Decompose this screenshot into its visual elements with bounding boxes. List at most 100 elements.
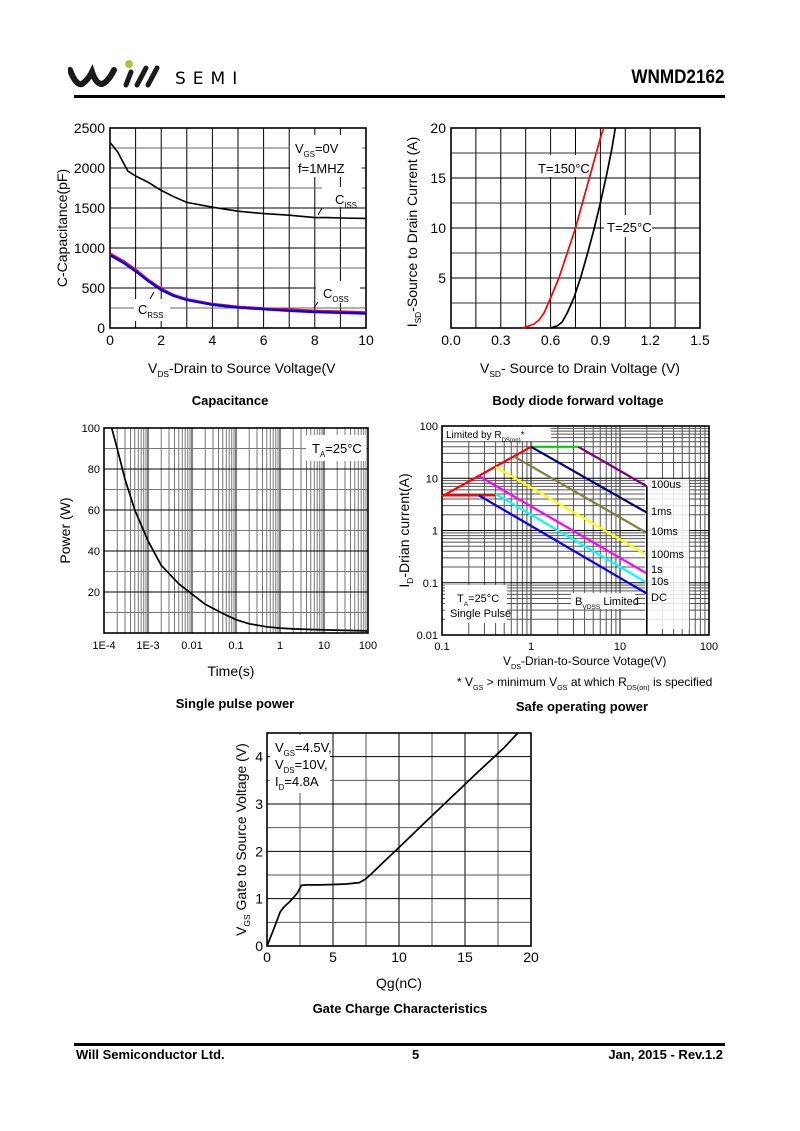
x-tick-label: 15 [457, 949, 473, 965]
x-tick-label: 20 [523, 949, 539, 965]
x-axis-label: VDS​-Drain to Source Voltage(V [148, 360, 336, 379]
x-tick-label: 10 [614, 641, 626, 653]
caption-body-diode: Body diode forward voltage [492, 393, 664, 408]
x-tick-label: 100 [359, 640, 377, 652]
y-axis-label-group: ID​-Drian current(A) [396, 473, 415, 587]
footer-company: Will Semiconductor Ltd. [76, 1047, 225, 1062]
curve-label: 100us [651, 479, 681, 491]
x-tick-label: 0.1 [434, 641, 449, 653]
x-tick-label: 6 [260, 332, 268, 348]
x-tick-label: 10 [391, 949, 407, 965]
y-tick-label: 15 [430, 170, 446, 186]
annotation-vgs: VGS​=4.5V, [275, 740, 332, 758]
x-tick-label: 0.3 [491, 332, 511, 348]
annotation-vds: VDS​=10V, [275, 757, 328, 775]
footer-divider [74, 1043, 725, 1046]
annotation-bg [322, 187, 362, 207]
x-tick-label: 0.9 [591, 332, 611, 348]
annotation-single-pulse: Single Pulse [450, 608, 511, 620]
body-diode-chart: 0.0 0.3 0.6 0.9 1.2 1.5 5 10 15 20 T=150°C T=25°C VS… [404, 120, 710, 379]
curve-label: 10ms [651, 526, 678, 538]
y-tick-label: 4 [255, 749, 263, 765]
y-axis-label: C-Capacitance(pF) [54, 169, 70, 287]
x-tick-label: 1 [528, 641, 534, 653]
x-tick-label: 10 [358, 332, 374, 348]
annotation-freq: f=1MHZ [298, 161, 345, 176]
annotation-bg [270, 735, 330, 793]
annotation-bg [306, 435, 366, 461]
series-line-dc [478, 494, 648, 595]
annotation-vgs: VGS​=0V [295, 141, 339, 159]
x-tick-label: 0.0 [441, 332, 461, 348]
x-tick-label: 1E-4 [92, 640, 115, 652]
header-divider [74, 95, 725, 98]
y-tick-label: 2000 [74, 160, 105, 176]
x-tick-label: 0.01 [181, 640, 202, 652]
footer-revision: Jan, 2015 - Rev.1.2 [608, 1047, 723, 1062]
y-tick-label: 20 [430, 120, 446, 136]
y-tick-label: 0 [255, 938, 263, 954]
caption-soa: Safe operating power [515, 699, 649, 714]
series-line-r-ds-on-limit [441, 445, 532, 498]
y-tick-label: 3 [255, 796, 263, 812]
caption-gate-charge: Gate Charge Characteristics [312, 1001, 488, 1016]
x-tick-label: 10 [318, 640, 330, 652]
x-tick-label: 1E-3 [136, 640, 159, 652]
plot-frame [266, 732, 532, 947]
annotation-bg [645, 479, 689, 629]
annotation-ta: TA​=25°C [312, 441, 362, 459]
annotation-rds-limit: Limited by RDS(on)​* [446, 430, 525, 444]
x-axis-label: Time(s) [208, 663, 255, 679]
annotation-bg [535, 155, 585, 177]
y-tick-label: 80 [88, 464, 100, 476]
series-line-vgs [266, 732, 519, 947]
x-tick-label: 4 [209, 332, 217, 348]
y-axis-label: Power (W) [57, 497, 73, 563]
y-axis-label: ISD​-Source to Drain Current (A) [404, 137, 423, 328]
x-tick-label: 100 [700, 641, 718, 653]
x-tick-label: 2 [157, 332, 165, 348]
annotation-bg [134, 299, 170, 321]
y-tick-label: 1 [255, 891, 263, 907]
x-axis-label: VSD​- Source to Drain Voltage (V) [480, 360, 680, 379]
y-tick-label: 100 [420, 421, 438, 433]
x-tick-label: 0.1 [228, 640, 243, 652]
soa-chart: 0.1 1 10 1000.010.1110100100us1ms10ms100ms1… [396, 421, 718, 692]
y-axis-label-group: VGS​ Gate to Source Voltage (V) [233, 743, 252, 936]
series-label-coss: COSS​ [323, 286, 349, 304]
series-label-25c: T=25°C [607, 220, 652, 235]
x-tick-label: 0.6 [541, 332, 561, 348]
caption-capacitance: Capacitance [191, 393, 269, 408]
series-line-10s [495, 493, 648, 584]
y-tick-label: 100 [82, 423, 100, 435]
y-tick-label: 2 [255, 843, 263, 859]
y-axis-label-group: ISD​-Source to Drain Current (A) [404, 137, 423, 328]
annotation-ta: TA​=25°C [457, 593, 499, 608]
pointer-arrow [149, 291, 155, 300]
x-tick-label: 0 [106, 332, 114, 348]
y-axis-label: ID​-Drian current(A) [396, 473, 415, 587]
y-tick-label: 0 [97, 320, 105, 336]
series-line-power [110, 427, 369, 632]
y-tick-label: 60 [88, 505, 100, 517]
y-tick-label: 2500 [74, 120, 105, 136]
caption-single-pulse: Single pulse power [175, 696, 295, 711]
plot-frame [450, 127, 701, 329]
series-label-ciss: CISS​ [335, 192, 357, 210]
x-axis-label: VDS​-Drian-to-Source Votage(V) [503, 654, 666, 671]
annotation-bg [443, 427, 551, 441]
annotation-bvdss: BVDSS​ Limited [575, 596, 639, 611]
will-semi-logo [68, 60, 160, 88]
y-tick-label: 1000 [74, 240, 105, 256]
curve-label: 100ms [651, 549, 685, 561]
y-tick-label: 10 [430, 220, 446, 236]
y-tick-label: 0.1 [423, 578, 438, 590]
x-tick-label: 0 [263, 949, 271, 965]
footnote: * VGS​ > minimum VGS​ at which RDS(on)​ … [457, 675, 712, 692]
series-line-150c [522, 127, 605, 329]
brand-text: SEMI [175, 69, 245, 89]
curve-label: 10s [651, 576, 669, 588]
y-tick-label: 40 [88, 546, 100, 558]
series-line-1s [478, 475, 648, 575]
single-pulse-chart: 1E-4 1E-3 0.01 0.1 1 10 100 20 40 60 80 100 TA​=25°C… [57, 423, 377, 679]
